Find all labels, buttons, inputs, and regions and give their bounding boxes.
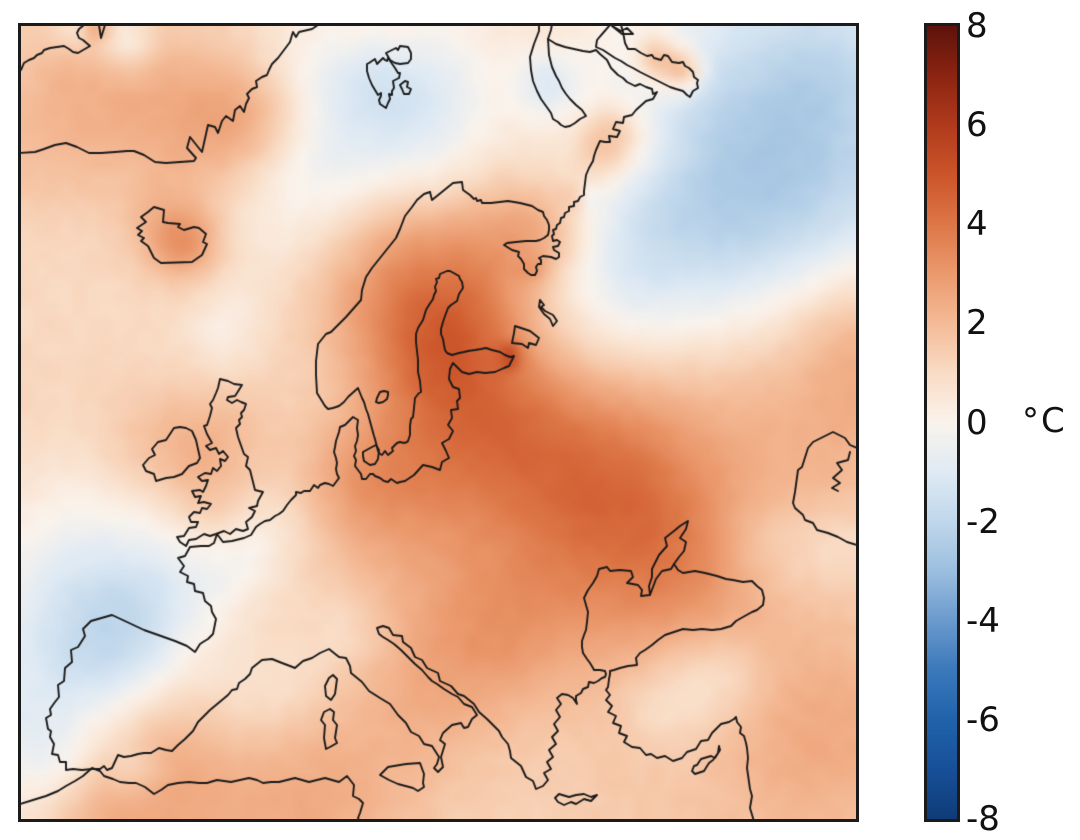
colorbar-tick--8: -8: [966, 799, 1000, 839]
colorbar-tick--6: -6: [966, 699, 1000, 740]
colorbar-gradient-canvas: [927, 26, 957, 819]
colorbar-tick-8: 8: [966, 6, 988, 46]
colorbar-tick-6: 6: [966, 105, 988, 146]
colorbar-tick-4: 4: [966, 204, 988, 245]
colorbar-unit-label: °C: [1022, 401, 1067, 441]
colorbar: [924, 23, 960, 822]
colorbar-tick-2: 2: [966, 303, 988, 344]
colorbar-tick--2: -2: [966, 501, 1000, 542]
temperature-anomaly-map-canvas: [21, 26, 856, 819]
colorbar-tick-0: 0: [966, 402, 988, 443]
map-panel: [18, 23, 859, 822]
colorbar-tick--4: -4: [966, 600, 1000, 641]
